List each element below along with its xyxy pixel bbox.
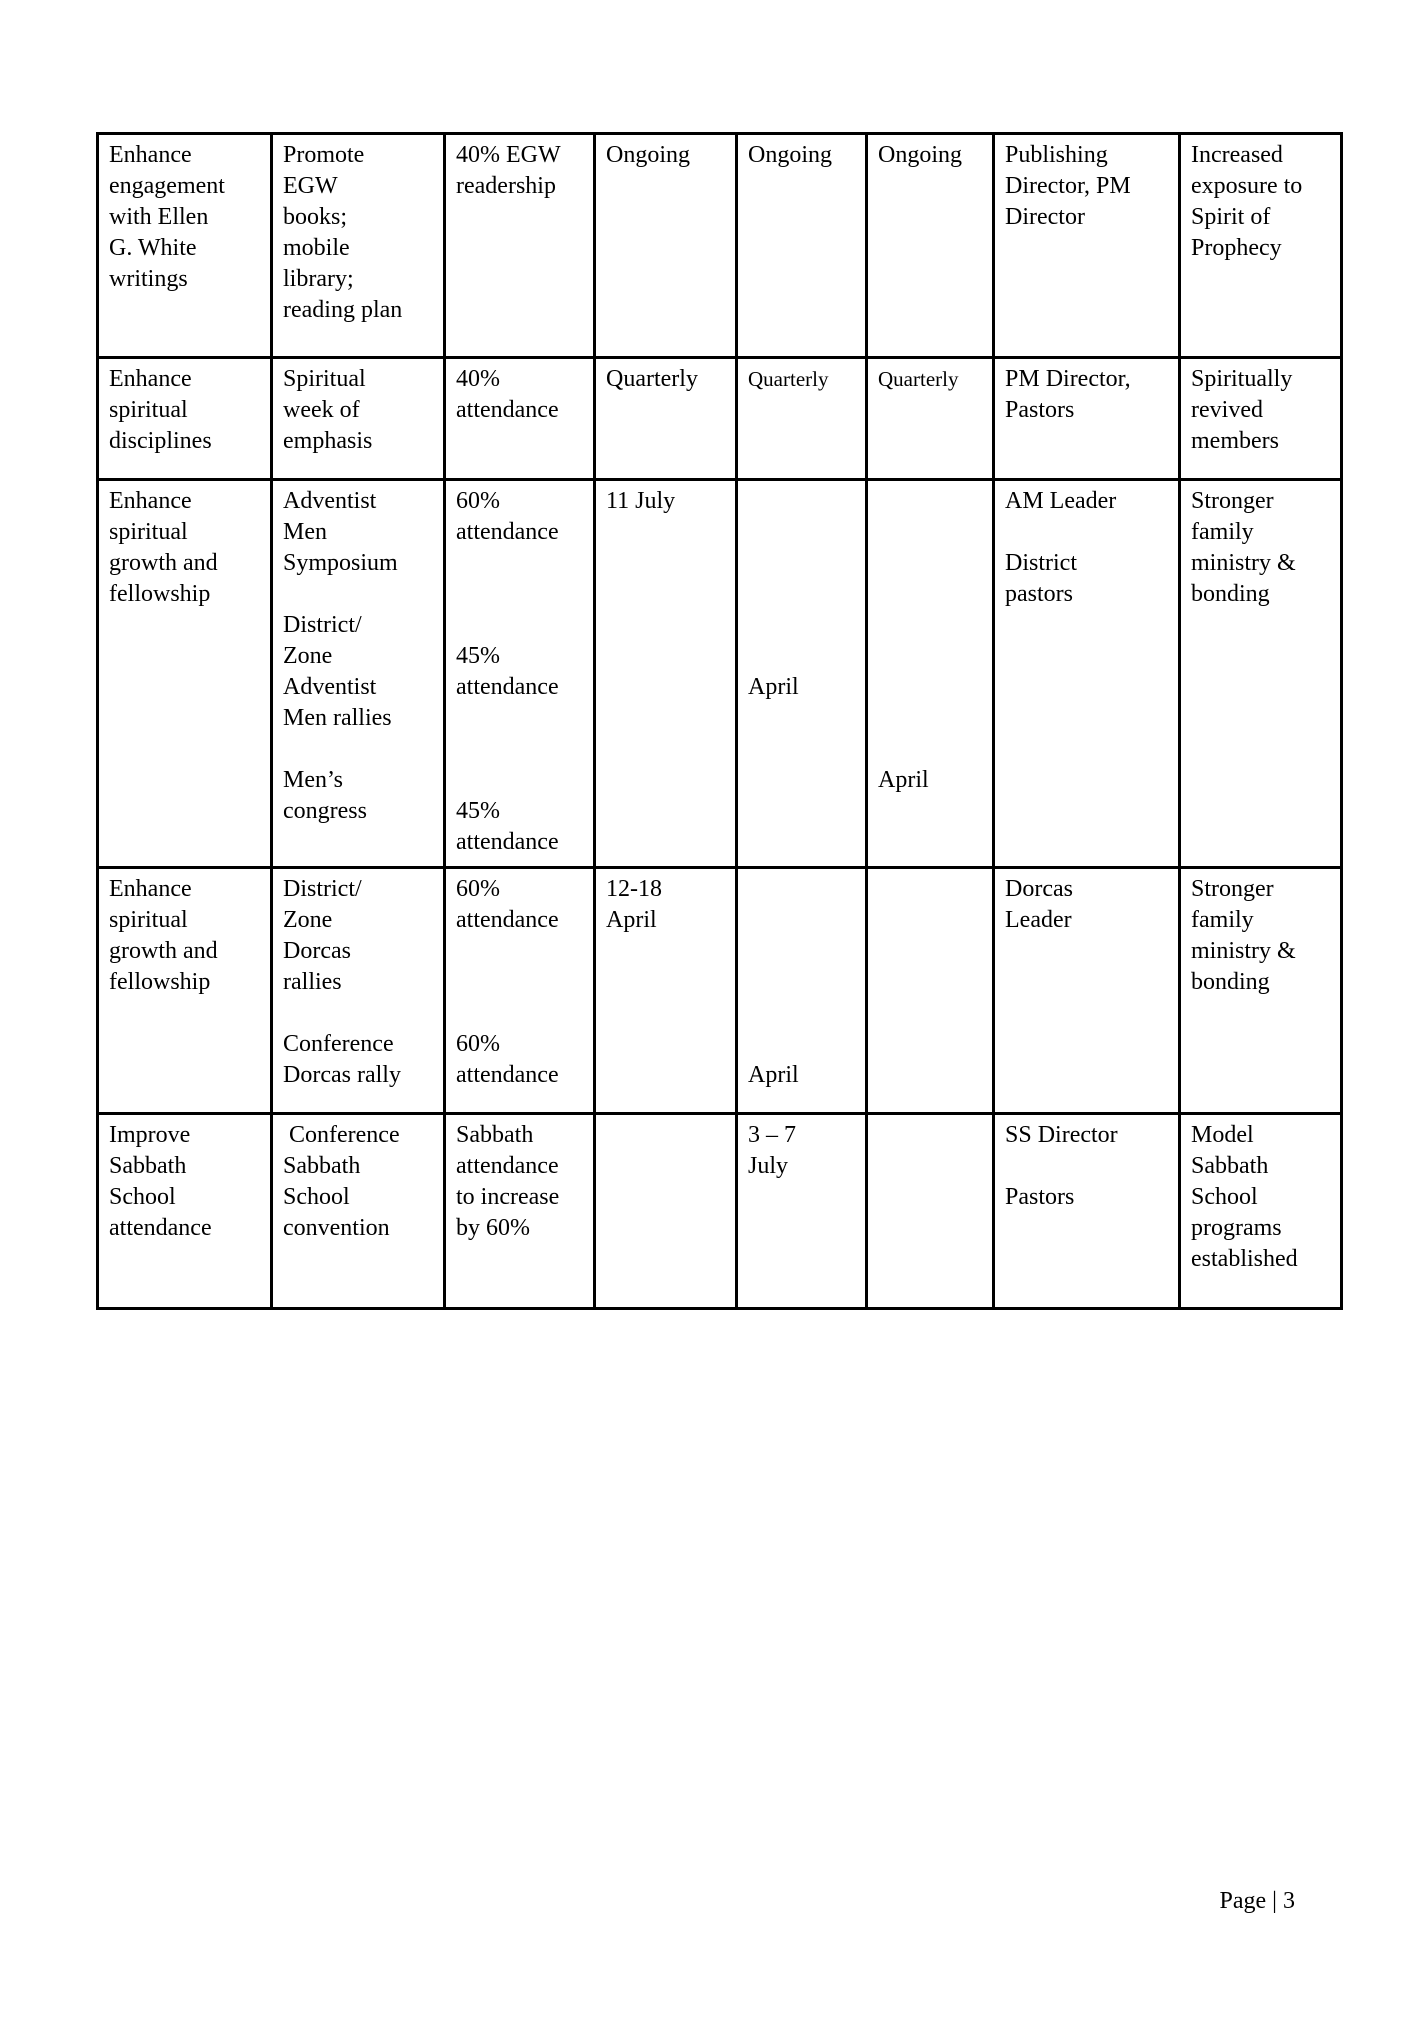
cell-timing-3 bbox=[865, 1112, 995, 1310]
cell-target: 60% attendance 45% attendance 45% attend… bbox=[443, 478, 596, 869]
cell-target: Sabbath attendance to increase by 60% bbox=[443, 1112, 596, 1310]
cell-target: 40% EGW readership bbox=[443, 132, 596, 359]
cell-responsible: Publishing Director, PM Director bbox=[992, 132, 1181, 359]
cell-timing-3: Quarterly bbox=[865, 356, 995, 481]
cell-timing-2: April bbox=[735, 478, 868, 869]
cell-activity: Conference Sabbath School convention bbox=[270, 1112, 446, 1310]
planning-table: Enhance engagement with Ellen G. White w… bbox=[96, 132, 1343, 1310]
cell-goal: Enhance spiritual disciplines bbox=[96, 356, 273, 481]
table-row: Enhance spiritual growth and fellowship … bbox=[96, 478, 1343, 869]
cell-goal: Enhance spiritual growth and fellowship bbox=[96, 866, 273, 1115]
cell-activity: Adventist Men Symposium District/ Zone A… bbox=[270, 478, 446, 869]
cell-activity: District/ Zone Dorcas rallies Conference… bbox=[270, 866, 446, 1115]
cell-timing-3: April bbox=[865, 478, 995, 869]
page-number: Page | 3 bbox=[1219, 1888, 1295, 1914]
cell-goal: Improve Sabbath School attendance bbox=[96, 1112, 273, 1310]
cell-timing-1: 11 July bbox=[593, 478, 738, 869]
cell-responsible: Dorcas Leader bbox=[992, 866, 1181, 1115]
cell-responsible: PM Director, Pastors bbox=[992, 356, 1181, 481]
cell-goal: Enhance engagement with Ellen G. White w… bbox=[96, 132, 273, 359]
cell-timing-2: 3 – 7 July bbox=[735, 1112, 868, 1310]
cell-timing-3: Ongoing bbox=[865, 132, 995, 359]
table-row: Enhance spiritual growth and fellowship … bbox=[96, 866, 1343, 1115]
cell-outcome: Model Sabbath School programs establishe… bbox=[1178, 1112, 1343, 1310]
cell-activity: Promote EGW books; mobile library; readi… bbox=[270, 132, 446, 359]
cell-outcome: Stronger family ministry & bonding bbox=[1178, 478, 1343, 869]
cell-target: 40% attendance bbox=[443, 356, 596, 481]
table-row: Enhance engagement with Ellen G. White w… bbox=[96, 132, 1343, 359]
cell-timing-1: Ongoing bbox=[593, 132, 738, 359]
cell-outcome: Spiritually revived members bbox=[1178, 356, 1343, 481]
cell-timing-2: Quarterly bbox=[735, 356, 868, 481]
cell-timing-3 bbox=[865, 866, 995, 1115]
table-row: Improve Sabbath School attendance Confer… bbox=[96, 1112, 1343, 1310]
cell-timing-1: Quarterly bbox=[593, 356, 738, 481]
cell-timing-2: Ongoing bbox=[735, 132, 868, 359]
cell-outcome: Stronger family ministry & bonding bbox=[1178, 866, 1343, 1115]
cell-goal: Enhance spiritual growth and fellowship bbox=[96, 478, 273, 869]
cell-responsible: SS Director Pastors bbox=[992, 1112, 1181, 1310]
cell-responsible: AM Leader District pastors bbox=[992, 478, 1181, 869]
cell-timing-1: 12-18 April bbox=[593, 866, 738, 1115]
cell-timing-2: April bbox=[735, 866, 868, 1115]
cell-outcome: Increased exposure to Spirit of Prophecy bbox=[1178, 132, 1343, 359]
cell-timing-1 bbox=[593, 1112, 738, 1310]
cell-activity: Spiritual week of emphasis bbox=[270, 356, 446, 481]
cell-target: 60% attendance 60% attendance bbox=[443, 866, 596, 1115]
table-row: Enhance spiritual disciplines Spiritual … bbox=[96, 356, 1343, 481]
